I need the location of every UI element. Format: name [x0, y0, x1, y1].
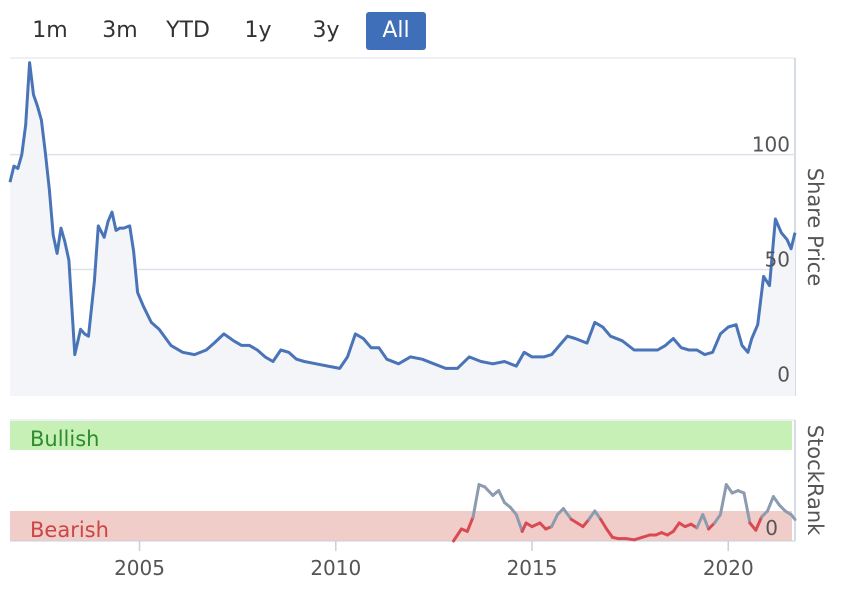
stockrank-segment	[695, 513, 705, 530]
stockrank-segment	[724, 483, 734, 495]
stockrank-segment	[718, 483, 728, 517]
stockrank-segment	[742, 491, 752, 525]
stockrank-segment	[514, 513, 524, 533]
x-tick-label: 2010	[310, 556, 361, 580]
stockrank-segment	[766, 495, 775, 513]
price-tick-label: 100	[752, 133, 790, 157]
stockrank-segment	[520, 521, 528, 533]
price-axis-label: Share Price	[803, 168, 827, 287]
range-3y-button[interactable]: 3y	[312, 18, 340, 43]
bullish-band	[10, 421, 792, 450]
stockrank-segment	[561, 507, 573, 521]
x-axis: 2005 2010 2015 2020	[114, 541, 754, 580]
stockrank-segment	[581, 517, 591, 529]
stockrank-segment	[605, 527, 614, 539]
stockrank-segment	[701, 513, 711, 531]
stockrank-segment	[471, 483, 481, 519]
stockrank-segment	[508, 505, 518, 517]
price-series-line	[8, 61, 797, 370]
stockrank-segment	[483, 485, 495, 497]
stockrank-segment	[599, 517, 609, 531]
price-area-fill	[10, 62, 795, 396]
range-selector: 1m 3m YTD 1y 3y All	[0, 8, 460, 50]
stockrank-segment	[465, 515, 475, 533]
stockrank-segment	[754, 515, 764, 532]
price-tick-labels: 0 50 100	[752, 133, 790, 387]
bearish-band-label: Bearish	[30, 518, 109, 542]
stockrank-segment	[550, 513, 559, 529]
range-3m-button[interactable]: 3m	[102, 18, 138, 43]
x-tick-label: 2015	[507, 556, 558, 580]
range-1m-button[interactable]: 1m	[32, 18, 68, 43]
stockrank-segment	[713, 513, 722, 525]
stockrank-series	[452, 483, 797, 543]
rank-zero-tick: 0	[765, 516, 778, 540]
stockrank-segment	[452, 527, 463, 543]
x-tick-label: 2005	[114, 556, 165, 580]
price-tick-label: 0	[777, 363, 790, 387]
stockrank-segment	[771, 495, 781, 507]
bullish-band-label: Bullish	[30, 427, 99, 451]
stockrank-segment	[789, 513, 797, 521]
stockrank-axis-label: StockRank	[803, 425, 827, 536]
bearish-band	[10, 511, 792, 541]
stockrank-segment	[587, 509, 597, 521]
range-all-button[interactable]: All	[366, 12, 426, 50]
x-tick-label: 2020	[703, 556, 754, 580]
range-ytd-button[interactable]: YTD	[166, 18, 210, 43]
x-tick-marks: 2005 2010 2015 2020	[114, 541, 754, 580]
range-1y-button[interactable]: 1y	[244, 18, 272, 43]
stockrank-segment	[671, 521, 681, 533]
price-panel: 0 50 100 Share Price	[8, 57, 827, 396]
stockrank-segment	[497, 489, 506, 505]
stockrank-segment	[593, 509, 603, 521]
stockrank-panel: Bullish Bearish 0 StockRank	[10, 419, 827, 543]
price-tick-label: 50	[765, 248, 790, 272]
